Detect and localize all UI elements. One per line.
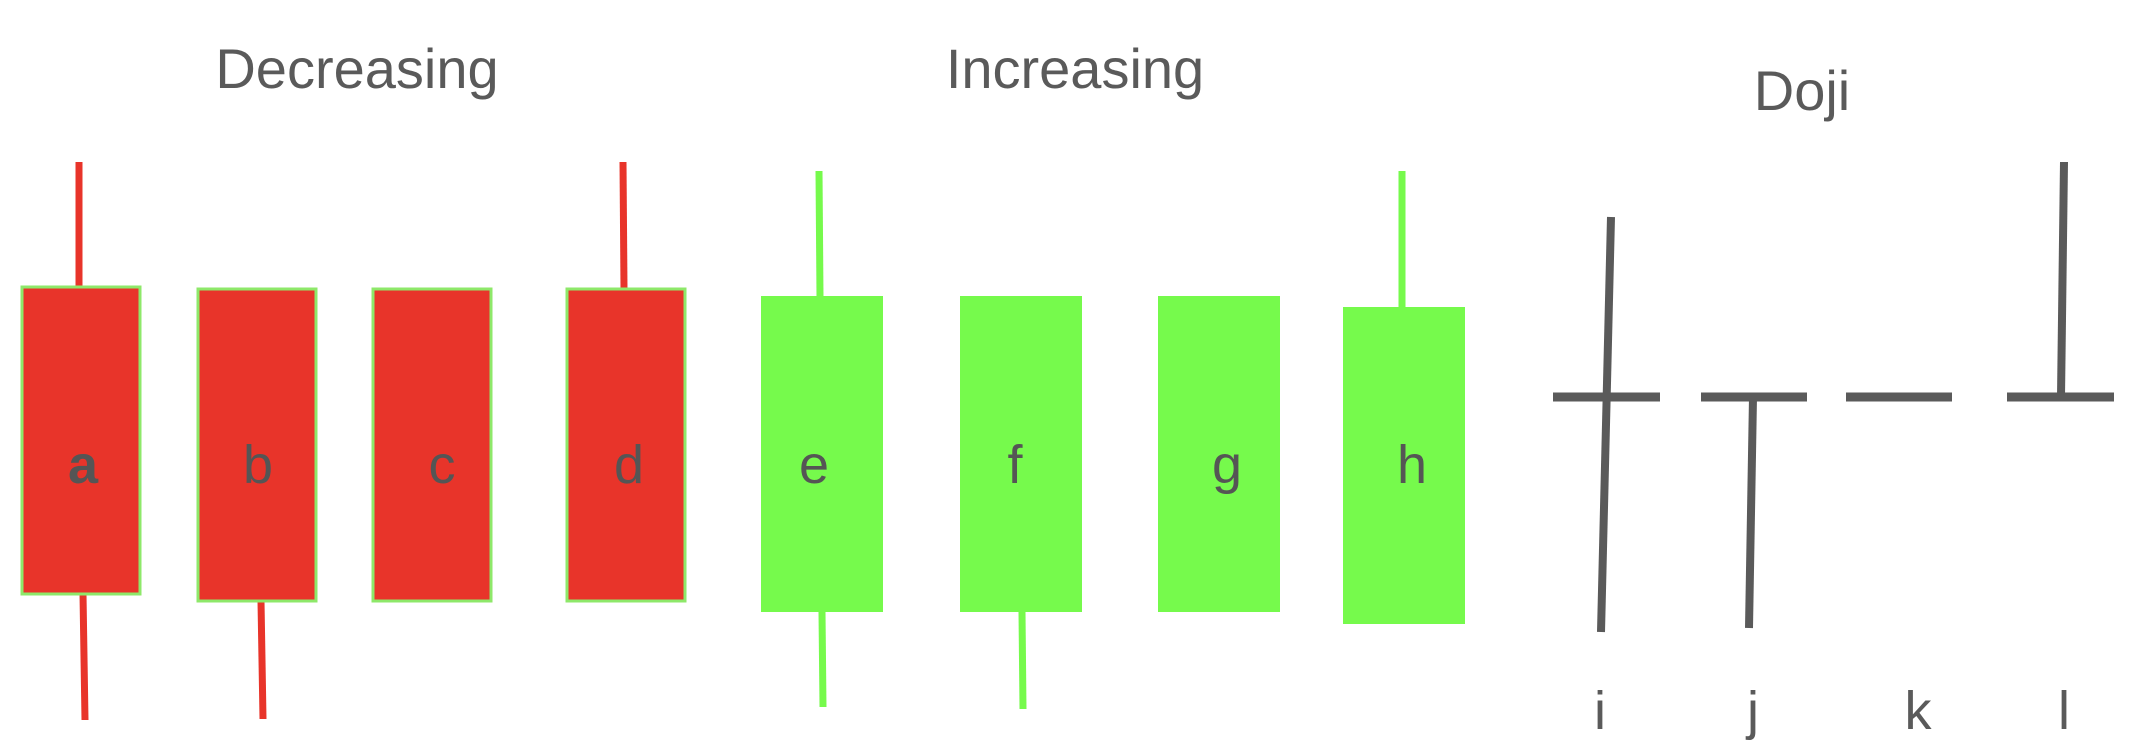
increasing-title: Increasing xyxy=(946,37,1204,100)
candle-e-body xyxy=(761,296,883,612)
candle-c: c xyxy=(371,287,493,603)
candle-a-body xyxy=(20,285,142,596)
candle-b-label: b xyxy=(243,435,273,495)
candle-e-upper-wick xyxy=(815,170,824,298)
doji-k-label: k xyxy=(1905,681,1933,741)
candle-g-body xyxy=(1158,296,1280,612)
candle-c-body xyxy=(371,287,493,603)
candle-a-lower-wick xyxy=(79,593,89,721)
doji-l-label: l xyxy=(2058,681,2070,741)
candle-b-body xyxy=(196,287,318,603)
candle-b: b xyxy=(196,287,318,720)
candle-a-label: a xyxy=(68,435,99,495)
doji-j-lower-wick xyxy=(1745,396,1757,629)
candle-f: f xyxy=(960,296,1082,710)
candle-e-lower-wick xyxy=(818,611,827,708)
doji-title: Doji xyxy=(1754,59,1850,122)
candle-h-label: h xyxy=(1397,435,1427,495)
candle-g-label: g xyxy=(1212,435,1242,495)
candle-a: a xyxy=(20,162,142,721)
doji-i: i xyxy=(1553,216,1660,741)
doji-l: l xyxy=(2007,161,2114,741)
doji-i-label: i xyxy=(1594,681,1606,741)
doji-j-label: j xyxy=(1745,681,1759,741)
candle-e-label: e xyxy=(799,435,829,495)
candle-d-label: d xyxy=(614,435,644,495)
candle-h: h xyxy=(1343,171,1465,624)
candle-d-body xyxy=(565,287,687,603)
candle-g: g xyxy=(1158,296,1280,612)
doji-k: k xyxy=(1846,392,1952,741)
doji-j: j xyxy=(1701,392,1807,741)
candle-f-lower-wick xyxy=(1018,611,1027,710)
candle-d: d xyxy=(565,161,687,603)
doji-i-wick xyxy=(1597,216,1615,633)
candle-e: e xyxy=(761,170,883,708)
candle-f-body xyxy=(960,296,1082,612)
candle-h-body xyxy=(1343,307,1465,624)
candle-d-upper-wick xyxy=(619,161,628,290)
candle-f-label: f xyxy=(1007,435,1023,495)
doji-l-upper-wick xyxy=(2057,161,2068,398)
candle-b-lower-wick xyxy=(257,600,267,720)
decreasing-title: Decreasing xyxy=(215,37,498,100)
candle-c-label: c xyxy=(429,435,456,495)
